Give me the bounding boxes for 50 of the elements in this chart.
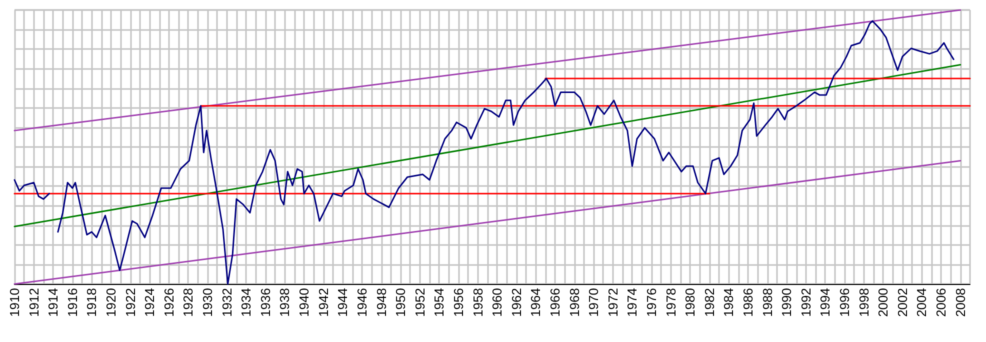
x-tick-label: 1984: [721, 288, 736, 317]
x-tick-label: 1966: [547, 288, 562, 317]
x-tick-label: 2006: [934, 288, 949, 317]
x-tick-label: 1942: [316, 288, 331, 317]
x-tick-label: 2008: [952, 288, 968, 317]
x-tick-label: 1968: [566, 288, 582, 317]
x-tick-label: 1996: [837, 288, 852, 317]
x-tick-label: 1936: [258, 288, 273, 317]
x-tick-label: 1964: [528, 288, 544, 317]
x-tick-label: 1948: [374, 288, 389, 317]
x-tick-label: 2002: [894, 288, 910, 317]
x-tick-label: 2004: [914, 288, 930, 317]
x-tick-label: 1992: [798, 288, 814, 317]
x-tick-label: 1922: [122, 288, 138, 317]
x-tick-label: 1920: [104, 288, 119, 317]
x-tick-label: 1998: [856, 288, 872, 317]
x-tick-label: 1932: [219, 288, 234, 317]
x-tick-label: 1910: [7, 288, 22, 317]
x-tick-label: 1962: [508, 288, 524, 317]
x-tick-label: 1912: [26, 288, 42, 317]
x-tick-label: 1930: [200, 288, 216, 317]
x-tick-label: 1938: [277, 288, 292, 317]
x-tick-label: 1944: [335, 288, 350, 317]
x-tick-label: 1940: [296, 288, 312, 317]
x-tick-label: 1976: [644, 288, 659, 317]
x-tick-label: 1952: [412, 288, 428, 317]
x-tick-label: 1954: [432, 288, 447, 317]
x-tick-label: 1970: [586, 288, 602, 317]
x-tick-label: 1950: [393, 288, 408, 317]
x-tick-label: 2000: [876, 288, 891, 317]
x-tick-label: 1980: [682, 288, 698, 317]
x-tick-label: 1958: [470, 288, 486, 317]
x-tick-label: 1956: [450, 288, 466, 317]
x-tick-label: 1918: [84, 288, 100, 317]
x-tick-label: 1916: [64, 288, 80, 317]
x-tick-label: 1990: [779, 288, 794, 317]
x-tick-label: 1994: [818, 288, 833, 317]
x-tick-label: 1988: [760, 288, 775, 317]
x-tick-label: 1924: [142, 288, 158, 317]
x-tick-label: 1974: [624, 288, 640, 317]
x-tick-label: 1986: [740, 288, 756, 317]
x-tick-label: 1926: [161, 288, 176, 317]
x-tick-label: 1914: [46, 288, 61, 317]
x-tick-label: 1972: [605, 288, 620, 317]
x-tick-label: 1946: [354, 288, 370, 317]
x-tick-label: 1928: [180, 288, 196, 317]
x-tick-label: 1934: [238, 288, 254, 317]
x-tick-label: 1960: [490, 288, 505, 317]
x-tick-label: 1978: [663, 288, 678, 317]
x-tick-label: 1982: [702, 288, 717, 317]
